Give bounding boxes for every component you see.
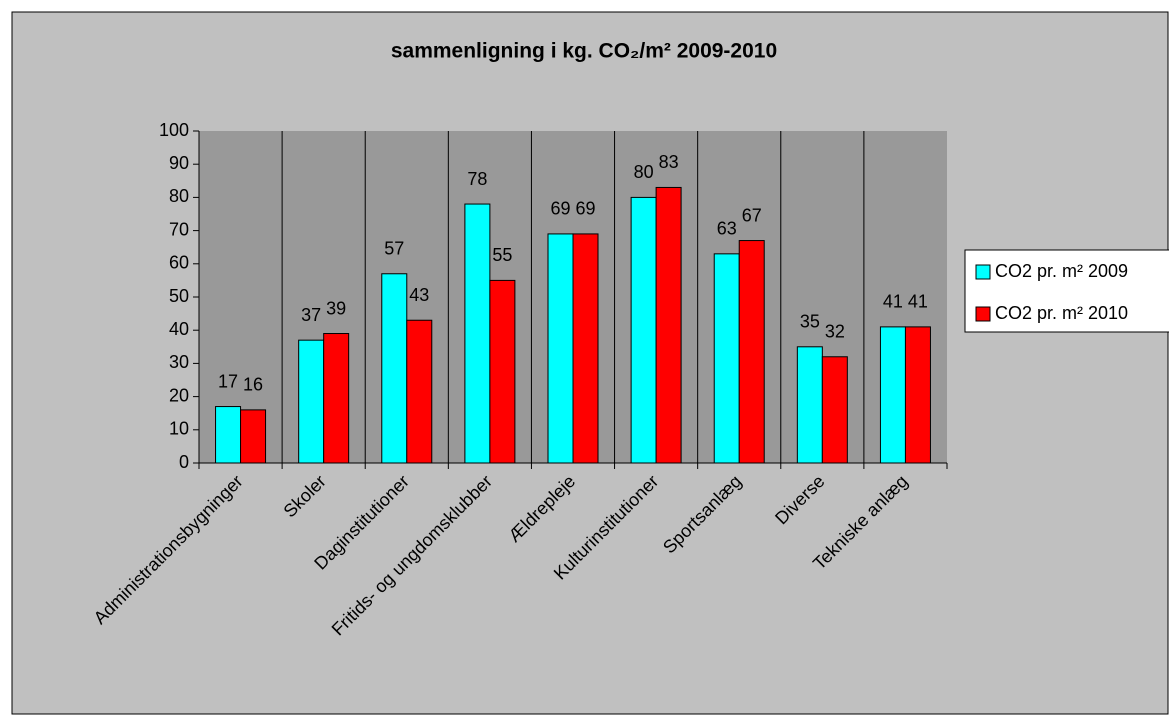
data-label: 32	[825, 322, 845, 342]
y-tick-label: 90	[169, 153, 189, 173]
data-label: 41	[883, 292, 903, 312]
y-tick-label: 100	[159, 120, 189, 140]
bar	[240, 409, 267, 464]
bar	[547, 233, 574, 464]
bar	[406, 319, 433, 464]
legend-label: CO2 pr. m² 2009	[995, 261, 1128, 281]
legend-swatch	[975, 306, 991, 322]
data-label: 80	[634, 162, 654, 182]
data-label: 69	[550, 199, 570, 219]
data-label: 63	[717, 219, 737, 239]
data-label: 16	[243, 375, 263, 395]
bar	[489, 279, 516, 464]
bar	[381, 273, 408, 464]
bar	[796, 346, 823, 464]
data-label: 78	[467, 169, 487, 189]
legend-label: CO2 pr. m² 2010	[995, 303, 1128, 323]
y-tick-label: 10	[169, 419, 189, 439]
data-label: 57	[384, 239, 404, 259]
bar	[323, 333, 350, 464]
y-tick-label: 60	[169, 253, 189, 273]
y-tick-label: 50	[169, 286, 189, 306]
y-tick-label: 80	[169, 186, 189, 206]
bar	[298, 339, 325, 464]
y-tick-label: 40	[169, 319, 189, 339]
chart-title: sammenligning i kg. CO₂/m² 2009-2010	[391, 40, 777, 63]
data-label: 67	[742, 205, 762, 225]
bar	[630, 196, 657, 464]
bar	[572, 233, 599, 464]
bar	[215, 406, 242, 464]
y-tick-label: 0	[179, 452, 189, 472]
bar	[879, 326, 906, 464]
y-tick-label: 20	[169, 385, 189, 405]
data-label: 37	[301, 305, 321, 325]
data-label: 39	[326, 298, 346, 318]
data-label: 35	[800, 312, 820, 332]
data-label: 41	[908, 292, 928, 312]
data-label: 55	[492, 245, 512, 265]
legend-swatch	[975, 264, 991, 280]
bar	[655, 186, 682, 464]
bar	[738, 240, 765, 464]
data-label: 17	[218, 371, 238, 391]
bar	[464, 203, 491, 464]
data-label: 83	[659, 152, 679, 172]
data-label: 43	[409, 285, 429, 305]
bar	[821, 356, 848, 464]
bar	[713, 253, 740, 464]
data-label: 69	[575, 199, 595, 219]
legend	[964, 249, 1169, 333]
y-tick-label: 70	[169, 219, 189, 239]
bar	[904, 326, 931, 464]
y-tick-label: 30	[169, 352, 189, 372]
